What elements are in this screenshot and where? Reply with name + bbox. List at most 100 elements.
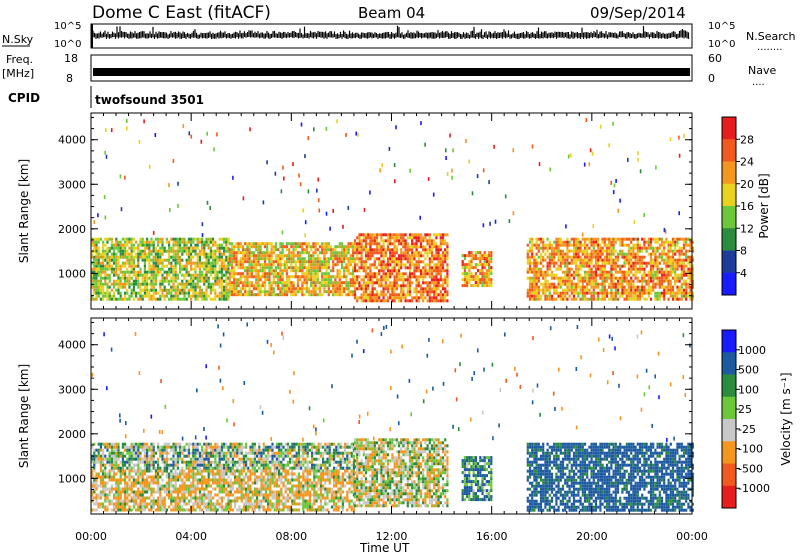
- heatmap-cell: [157, 255, 160, 259]
- heatmap-cell: [203, 448, 206, 452]
- heatmap-cell: [170, 279, 173, 283]
- heatmap-cell: [260, 460, 263, 464]
- heatmap-cell: [364, 260, 368, 264]
- heatmap-cell: [91, 279, 94, 283]
- heatmap-cell: [225, 270, 228, 274]
- heatmap-cell: [181, 279, 184, 283]
- heatmap-cell: [634, 270, 637, 274]
- heatmap-cell: [608, 297, 611, 301]
- heatmap-cell: [334, 254, 337, 258]
- heatmap-cell: [314, 260, 317, 264]
- heatmap-cell: [621, 252, 624, 256]
- heatmap-cell: [526, 258, 529, 262]
- heatmap-cell: [550, 261, 554, 265]
- heatmap-cell: [198, 270, 201, 274]
- heatmap-cell: [356, 254, 359, 258]
- heatmap-cell: [174, 445, 177, 449]
- heatmap-cell: [176, 282, 179, 286]
- heatmap-cell: [397, 266, 401, 270]
- heatmap-cell: [583, 252, 587, 256]
- heatmap-cell: [572, 270, 576, 274]
- heatmap-cell: [201, 445, 204, 449]
- heatmap-cell: [660, 240, 664, 244]
- heatmap-cell: [446, 242, 449, 246]
- heatmap-cell: [337, 451, 340, 455]
- heatmap-cell: [632, 243, 635, 247]
- heatmap-cell: [351, 245, 355, 249]
- heatmap-cell: [676, 249, 679, 253]
- heatmap-cell: [255, 263, 258, 267]
- heatmap-cell: [247, 457, 250, 461]
- heatmap-cell: [345, 278, 348, 282]
- heatmap-cell: [616, 270, 620, 274]
- heatmap-cell: [393, 239, 396, 243]
- heatmap-cell: [115, 463, 118, 467]
- heatmap-cell: [654, 261, 657, 265]
- heatmap-cell: [433, 245, 436, 249]
- heatmap-cell: [307, 189, 310, 194]
- heatmap-cell: [294, 266, 297, 270]
- heatmap-cell: [126, 252, 129, 256]
- heatmap-cell: [230, 254, 234, 258]
- heatmap-cell: [205, 243, 208, 247]
- heatmap-cell: [261, 272, 264, 276]
- heatmap-cell: [404, 245, 407, 249]
- heatmap-cell: [555, 246, 558, 250]
- heatmap-cell: [577, 285, 580, 289]
- heatmap-cell: [326, 451, 329, 455]
- heatmap-cell: [102, 297, 105, 301]
- heatmap-cell: [318, 260, 322, 264]
- heatmap-cell: [312, 284, 315, 288]
- heatmap-cell: [601, 237, 604, 241]
- heatmap-cell: [159, 448, 162, 452]
- heatmap-cell: [241, 293, 245, 297]
- heatmap-cell: [353, 284, 357, 288]
- heatmap-cell: [656, 276, 659, 280]
- heatmap-cell: [349, 257, 352, 261]
- heatmap-cell: [270, 269, 273, 273]
- heatmap-cell: [476, 174, 479, 179]
- heatmap-cell: [187, 291, 190, 295]
- heatmap-cell: [340, 275, 344, 279]
- heatmap-cell: [115, 448, 118, 452]
- heatmap-cell: [203, 291, 206, 295]
- heatmap-cell: [474, 251, 477, 255]
- heatmap-cell: [203, 249, 206, 253]
- heatmap-cell: [424, 233, 427, 237]
- heatmap-cell: [303, 251, 306, 255]
- heatmap-cell: [583, 285, 587, 289]
- heatmap-cell: [246, 284, 249, 288]
- heatmap-cell: [299, 278, 302, 282]
- heatmap-cell: [203, 294, 206, 298]
- heatmap-cell: [671, 255, 675, 259]
- heatmap-cell: [528, 246, 532, 250]
- heatmap-cell: [139, 451, 142, 455]
- heatmap-cell: [244, 260, 247, 264]
- heatmap-cell: [95, 454, 98, 458]
- heatmap-cell: [386, 245, 390, 249]
- heatmap-cell: [535, 297, 538, 301]
- heatmap-cell: [526, 243, 529, 247]
- heatmap-cell: [685, 258, 688, 262]
- heatmap-cell: [599, 291, 602, 295]
- heatmap-cell: [294, 269, 297, 273]
- heatmap-cell: [393, 245, 396, 249]
- heatmap-cell: [419, 251, 423, 255]
- heatmap-cell: [643, 267, 646, 271]
- heatmap-cell: [641, 255, 644, 259]
- heatmap-cell: [338, 281, 341, 285]
- heatmap-cell: [266, 245, 269, 249]
- heatmap-cell: [104, 237, 107, 241]
- heatmap-cell: [117, 285, 120, 289]
- heatmap-cell: [479, 257, 482, 261]
- heatmap-cell: [205, 261, 208, 265]
- heatmap-cell: [172, 273, 175, 277]
- heatmap-cell: [291, 445, 294, 449]
- heatmap-cell: [266, 160, 268, 165]
- heatmap-cell: [121, 457, 124, 461]
- heatmap-cell: [559, 276, 562, 280]
- heatmap-cell: [408, 290, 412, 294]
- heatmap-cell: [161, 294, 164, 298]
- heatmap-cell: [685, 255, 688, 259]
